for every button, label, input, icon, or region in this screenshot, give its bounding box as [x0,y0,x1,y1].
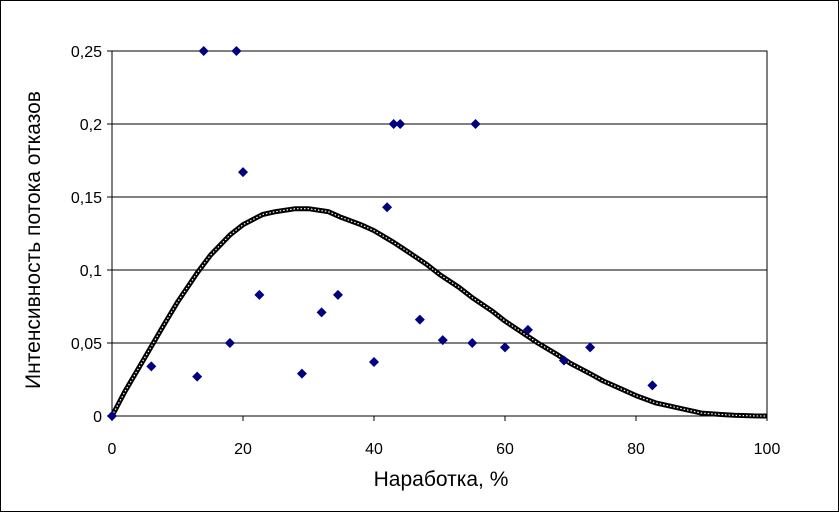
fitted-curve-layer [109,206,768,419]
x-tick-label: 100 [754,441,781,458]
y-tick-label: 0,05 [71,336,102,353]
y-tick-labels: 0 0,05 0,1 0,15 0,2 0,25 [71,44,102,426]
data-point [316,307,327,318]
y-tick-label: 0 [93,409,102,426]
data-point [146,361,157,372]
data-point [585,342,596,353]
data-point [388,119,399,129]
y-axis-title: Интенсивность потока отказов [22,91,45,389]
data-point [522,324,533,335]
fitted-curve [109,206,768,419]
data-point [414,314,425,325]
x-tick-label: 20 [234,441,252,458]
data-point [198,46,209,56]
gridlines [112,50,767,344]
x-tick-label: 0 [108,441,117,458]
x-tick-label: 80 [627,441,645,458]
fitted-curve-texture [111,208,768,417]
data-point [395,119,406,129]
data-point [467,338,478,348]
x-axis-title: Наработка, % [374,468,509,491]
data-point [254,289,265,300]
data-point [500,342,510,353]
data-point [238,167,248,178]
x-tick-label: 40 [365,441,383,458]
data-point [192,371,203,382]
y-tick-label: 0,25 [71,44,102,61]
axes [107,50,768,421]
data-point [224,338,235,348]
y-tick-label: 0,2 [80,117,102,134]
data-point [332,289,343,300]
data-point [369,356,379,367]
data-point [382,202,393,213]
data-point [231,46,242,56]
data-point [470,119,481,129]
data-point [437,335,448,346]
plot-area-border [111,50,768,417]
x-tick-labels: 0 20 40 60 80 100 [108,441,781,458]
y-tick-label: 0,15 [71,190,102,207]
y-tick-label: 0,1 [80,263,102,280]
data-points-layer [107,46,658,421]
data-point [647,380,658,391]
data-point [558,355,569,366]
x-tick-label: 60 [496,441,514,458]
data-point [296,368,307,379]
data-point [107,411,117,421]
